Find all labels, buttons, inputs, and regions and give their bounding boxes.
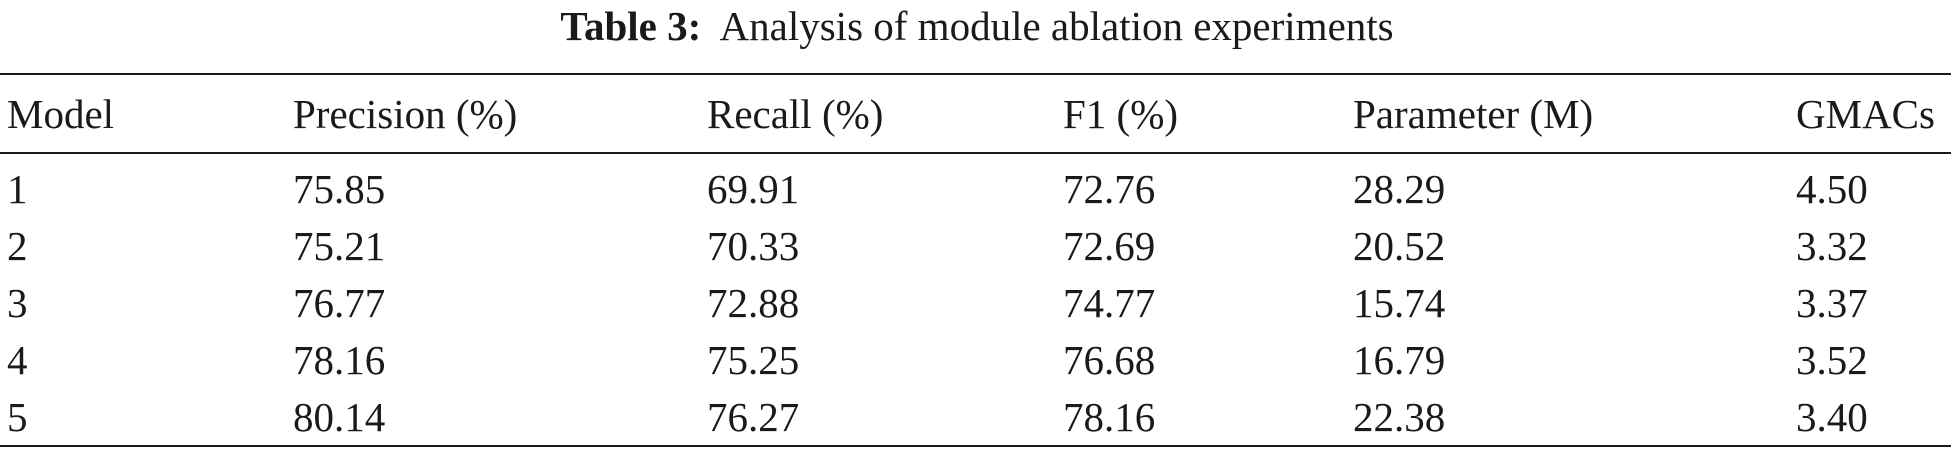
table-caption-label: Table 3: <box>560 3 702 49</box>
cell-gmacs: 4.50 <box>1796 165 1868 212</box>
table-row: 4 78.16 75.25 76.68 16.79 3.52 <box>0 331 1951 388</box>
cell-model: 4 <box>7 336 28 383</box>
cell-parameter: 28.29 <box>1353 165 1446 212</box>
cell-precision: 78.16 <box>293 336 386 383</box>
table-row: 3 76.77 72.88 74.77 15.74 3.37 <box>0 274 1951 331</box>
cell-gmacs: 3.37 <box>1796 279 1868 326</box>
cell-gmacs: 3.52 <box>1796 336 1868 383</box>
header-precision: Precision (%) <box>293 90 518 137</box>
cell-precision: 75.21 <box>293 222 386 269</box>
header-row: Model Precision (%) Recall (%) F1 (%) Pa… <box>0 74 1951 153</box>
cell-model: 2 <box>7 222 28 269</box>
cell-precision: 76.77 <box>293 279 386 326</box>
cell-recall: 72.88 <box>707 279 800 326</box>
ablation-table: Model Precision (%) Recall (%) F1 (%) Pa… <box>0 73 1951 447</box>
cell-f1: 76.68 <box>1063 336 1156 383</box>
cell-gmacs: 3.40 <box>1796 393 1868 440</box>
header-recall: Recall (%) <box>707 90 884 137</box>
cell-recall: 69.91 <box>707 165 800 212</box>
cell-model: 1 <box>7 165 28 212</box>
table-row: 5 80.14 76.27 78.16 22.38 3.40 <box>0 388 1951 446</box>
table-caption: Table 3: Analysis of module ablation exp… <box>0 0 1954 62</box>
cell-precision: 75.85 <box>293 165 386 212</box>
cell-f1: 74.77 <box>1063 279 1156 326</box>
cell-f1: 72.69 <box>1063 222 1156 269</box>
cell-model: 3 <box>7 279 28 326</box>
table-caption-text: Analysis of module ablation experiments <box>719 3 1394 49</box>
cell-recall: 70.33 <box>707 222 800 269</box>
cell-parameter: 15.74 <box>1353 279 1446 326</box>
header-f1: F1 (%) <box>1063 90 1179 137</box>
header-gmacs: GMACs <box>1796 90 1935 137</box>
table-row: 1 75.85 69.91 72.76 28.29 4.50 <box>0 153 1951 217</box>
header-model: Model <box>7 90 115 137</box>
cell-recall: 75.25 <box>707 336 800 383</box>
ablation-table-container: Model Precision (%) Recall (%) F1 (%) Pa… <box>0 73 1951 447</box>
table-row: 2 75.21 70.33 72.69 20.52 3.32 <box>0 217 1951 274</box>
table-header: Model Precision (%) Recall (%) F1 (%) Pa… <box>0 74 1951 153</box>
cell-parameter: 20.52 <box>1353 222 1446 269</box>
cell-gmacs: 3.32 <box>1796 222 1868 269</box>
cell-f1: 72.76 <box>1063 165 1156 212</box>
header-parameter: Parameter (M) <box>1353 90 1594 137</box>
cell-recall: 76.27 <box>707 393 800 440</box>
cell-f1: 78.16 <box>1063 393 1156 440</box>
cell-parameter: 22.38 <box>1353 393 1446 440</box>
cell-precision: 80.14 <box>293 393 386 440</box>
cell-model: 5 <box>7 393 28 440</box>
cell-parameter: 16.79 <box>1353 336 1446 383</box>
table-body: 1 75.85 69.91 72.76 28.29 4.50 2 75.21 7… <box>0 153 1951 446</box>
